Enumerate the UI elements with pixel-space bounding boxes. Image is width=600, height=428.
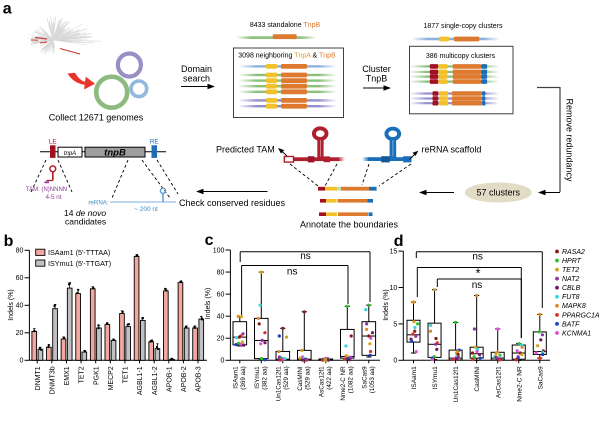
svg-text:(1082 aa): (1082 aa) [347, 366, 354, 393]
svg-text:60: 60 [16, 275, 24, 282]
svg-text:Indels (%): Indels (%) [205, 288, 212, 320]
svg-text:Indels (%): Indels (%) [383, 289, 390, 321]
svg-text:20: 20 [217, 336, 225, 343]
svg-text:(382 aa): (382 aa) [261, 366, 268, 389]
svg-text:(529 aa): (529 aa) [283, 366, 290, 389]
svg-text:Remove redundancy: Remove redundancy [565, 98, 575, 182]
svg-text:4-5 nt: 4-5 nt [45, 194, 61, 201]
svg-text:MECP2: MECP2 [108, 366, 115, 390]
svg-text:Cluster: Cluster [362, 64, 391, 74]
svg-text:ISYmu1 (5′-TTGAT): ISYmu1 (5′-TTGAT) [48, 259, 111, 268]
svg-text:Un1Cas12f1: Un1Cas12f1 [276, 366, 283, 402]
svg-text:80: 80 [16, 248, 24, 255]
svg-text:search: search [183, 74, 210, 84]
svg-text:0: 0 [220, 358, 224, 365]
svg-text:5: 5 [393, 321, 397, 328]
svg-text:(1053 aa): (1053 aa) [369, 366, 376, 393]
svg-text:FUT8: FUT8 [562, 294, 580, 301]
svg-text:8433 standalone TnpB: 8433 standalone TnpB [250, 22, 321, 29]
svg-text:RASA2: RASA2 [562, 249, 585, 256]
svg-text:ns: ns [472, 280, 483, 291]
svg-text:AsCas12f1: AsCas12f1 [495, 366, 502, 398]
svg-text:3098 neighboring TnpA & TnpB: 3098 neighboring TnpA & TnpB [238, 53, 336, 60]
svg-text:40: 40 [217, 314, 225, 321]
svg-text:0: 0 [19, 358, 23, 365]
svg-text:a: a [3, 1, 12, 18]
svg-text:ISAam1: ISAam1 [411, 366, 418, 390]
svg-text:PGK1: PGK1 [93, 366, 100, 385]
svg-text:d: d [394, 233, 404, 250]
svg-text:(529 aa): (529 aa) [304, 366, 311, 389]
svg-text:Domain: Domain [181, 64, 212, 74]
svg-text:ns: ns [472, 252, 483, 263]
svg-text:1877 single-copy clusters: 1877 single-copy clusters [424, 23, 503, 30]
svg-text:100: 100 [213, 247, 225, 254]
svg-text:TET2: TET2 [79, 366, 86, 383]
svg-text:(369 aa): (369 aa) [240, 366, 247, 389]
svg-text:ns: ns [300, 251, 311, 262]
svg-text:LE: LE [49, 139, 57, 146]
svg-text:Check conserved residues: Check conserved residues [179, 198, 286, 208]
svg-text:40: 40 [16, 303, 24, 310]
svg-text:ns: ns [287, 267, 298, 278]
svg-text:reRNA scaffold: reRNA scaffold [422, 144, 482, 154]
svg-text:TET2: TET2 [562, 267, 579, 274]
svg-text:PPARGC1A: PPARGC1A [562, 312, 600, 319]
svg-text:Annotate the boundaries: Annotate the boundaries [300, 219, 399, 229]
svg-text:ISYmu1: ISYmu1 [432, 366, 439, 390]
svg-text:CasMINI: CasMINI [474, 366, 481, 391]
svg-text:APOB-2: APOB-2 [181, 366, 188, 392]
svg-text:80: 80 [217, 269, 225, 276]
svg-text:SaCas9: SaCas9 [362, 366, 369, 389]
svg-text:(422 aa): (422 aa) [326, 366, 333, 389]
svg-text:TnpB: TnpB [366, 74, 388, 84]
svg-text:~ 200 nt: ~ 200 nt [134, 206, 158, 213]
svg-text:reRNA:: reRNA: [88, 200, 109, 207]
svg-text:b: b [4, 233, 14, 250]
svg-text:CasMINI: CasMINI [297, 366, 304, 391]
svg-text:0: 0 [393, 358, 397, 365]
svg-text:15: 15 [390, 249, 398, 256]
svg-text:ISAam1: ISAam1 [233, 366, 240, 389]
svg-text:57 clusters: 57 clusters [477, 188, 521, 198]
svg-text:BATF: BATF [562, 321, 580, 328]
svg-text:20: 20 [16, 330, 24, 337]
svg-text:TET1: TET1 [123, 366, 130, 383]
svg-text:Un1Cas12f1: Un1Cas12f1 [453, 366, 460, 403]
svg-text:NAT2: NAT2 [562, 276, 579, 283]
svg-text:AGBL1-1: AGBL1-1 [137, 366, 144, 395]
svg-text:Nme2-C NR: Nme2-C NR [340, 366, 347, 401]
svg-text:ISAam1 (5′-TTTAA): ISAam1 (5′-TTTAA) [48, 248, 110, 257]
svg-text:Predicted TAM: Predicted TAM [216, 144, 275, 154]
svg-text:CBLB: CBLB [562, 285, 581, 292]
svg-text:APOB-1: APOB-1 [166, 366, 173, 392]
svg-text:EMX1: EMX1 [64, 366, 71, 385]
svg-text:Indels (%): Indels (%) [8, 289, 15, 321]
svg-text:Nme2-C NR: Nme2-C NR [516, 366, 523, 402]
svg-text:*: * [475, 266, 480, 281]
svg-text:386 multicopy clusters: 386 multicopy clusters [426, 53, 496, 60]
svg-text:tnpB: tnpB [104, 147, 126, 158]
svg-text:KCNMA1: KCNMA1 [562, 330, 591, 337]
svg-text:60: 60 [217, 292, 225, 299]
svg-text:DNMT3b: DNMT3b [49, 366, 56, 394]
svg-text:10: 10 [390, 285, 398, 292]
svg-text:TAM: (N)NNNN: TAM: (N)NNNN [26, 187, 67, 193]
svg-text:APOB-3: APOB-3 [196, 366, 203, 392]
svg-text:Collect 12671 genomes: Collect 12671 genomes [49, 113, 144, 123]
svg-text:candidates: candidates [65, 217, 106, 227]
svg-text:AGBL1-2: AGBL1-2 [152, 366, 159, 395]
svg-text:SaCas9: SaCas9 [537, 366, 544, 390]
svg-text:AsCas12f1: AsCas12f1 [319, 366, 326, 397]
svg-text:MAPK8: MAPK8 [562, 303, 586, 310]
svg-text:HPRT: HPRT [562, 258, 582, 265]
svg-text:DNMT1: DNMT1 [35, 366, 42, 390]
svg-text:ISYmu1: ISYmu1 [254, 366, 261, 389]
svg-text:tnpA: tnpA [64, 151, 76, 157]
svg-text:RE: RE [150, 139, 159, 146]
